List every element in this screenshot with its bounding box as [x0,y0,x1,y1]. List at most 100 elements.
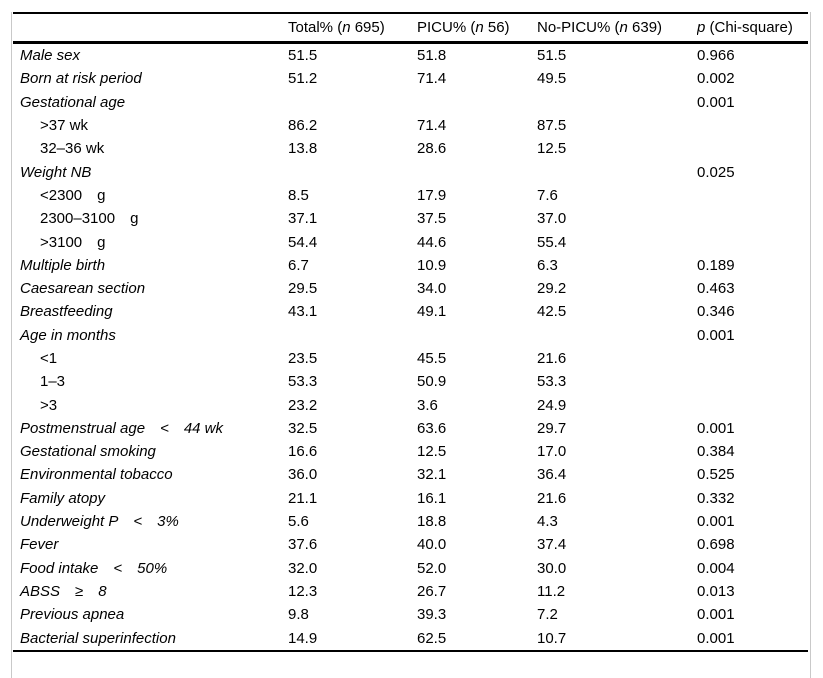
cell-picu: 71.4 [417,117,447,135]
cell-p [697,370,808,393]
cell-picu: 44.6 [417,233,447,251]
cell-total: 51.2 [288,70,318,88]
cell-total [288,160,417,183]
cell-nopicu [537,324,697,347]
table-row: Male sex 51.5 51.8 51.5 0.966 [13,43,808,68]
cell-p: 0.189 [697,256,735,274]
cell-picu: 49.1 [417,303,447,321]
column-header-total-n-italic: n [342,19,351,36]
row-label: Previous apnea [20,606,125,624]
table-row: Underweight P < 3% 5.6 18.8 4.3 0.001 [13,510,808,533]
cell-total: 54.4 [288,233,318,251]
column-header-nopicu-count: 639) [627,19,663,36]
row-label: 2300–3100 g [40,210,139,228]
cell-nopicu: 49.5 [537,70,567,88]
table-row: Food intake < 50% 32.0 52.0 30.0 0.004 [13,557,808,580]
cell-total: 14.9 [288,629,318,647]
cell-nopicu: 29.2 [537,280,567,298]
cell-p [697,114,808,137]
cell-picu: 17.9 [417,186,447,204]
cell-nopicu: 55.4 [537,233,567,251]
cell-p: 0.332 [697,489,735,507]
cell-p: 0.013 [697,582,735,600]
row-label: <1 [40,350,58,367]
row-label: 1–3 [40,373,66,391]
cell-total [288,324,417,347]
cell-picu: 37.5 [417,210,447,228]
row-label: Bacterial superinfection [20,629,176,647]
cell-picu [417,324,537,347]
row-label: Breastfeeding [20,303,113,321]
cell-picu: 16.1 [417,489,447,507]
cell-p: 0.004 [697,559,735,577]
paper-figure: Total% (n 695) PICU% (n 56) No-PICU% (n … [11,12,811,678]
cell-total: 32.0 [288,559,318,577]
table-body: Male sex 51.5 51.8 51.5 0.966 Born at risk pe… [13,43,808,651]
table-row: Caesarean section 29.5 34.0 29.2 0.463 [13,277,808,300]
cell-picu: 28.6 [417,140,447,158]
row-label: Family atopy [20,489,106,507]
table-row: Previous apnea 9.8 39.3 7.2 0.001 [13,603,808,626]
table-row: Bacterial superinfection 14.9 62.5 10.7 0.00… [13,626,808,650]
cell-nopicu: 37.0 [537,210,567,228]
column-header-picu-count: 56) [483,19,510,36]
cell-picu: 34.0 [417,280,447,298]
cell-total: 23.2 [288,396,318,414]
cell-picu: 63.6 [417,419,447,437]
cell-total: 32.5 [288,419,318,437]
cell-p [697,184,808,207]
column-header-nopicu-n-italic: n [619,19,628,36]
cell-p: 0.025 [697,163,735,181]
cell-total: 53.3 [288,373,318,391]
table-row: Age in months 0.001 [13,324,808,347]
row-label: Male sex [20,47,81,65]
cell-picu: 39.3 [417,606,447,624]
cell-nopicu: 7.2 [537,606,558,624]
cell-total: 36.0 [288,466,318,484]
cell-total: 43.1 [288,303,318,321]
cell-p: 0.001 [697,419,735,437]
cell-nopicu: 11.2 [537,582,566,600]
cell-picu [417,91,537,114]
table-row: Multiple birth 6.7 10.9 6.3 0.189 [13,254,808,277]
cell-nopicu: 6.3 [537,256,558,274]
cell-picu: 10.9 [417,256,447,274]
cell-nopicu: 37.4 [537,536,567,554]
cell-picu [417,160,537,183]
column-header-total-count: 695) [350,19,385,36]
cell-p: 0.001 [697,513,735,531]
cell-nopicu: 51.5 [537,47,567,65]
row-label: Underweight P < 3% [20,513,179,531]
cell-picu: 3.6 [417,396,438,414]
cell-p: 0.698 [697,536,735,554]
column-header-picu: PICU% (n 56) [417,13,537,44]
cell-picu: 32.1 [417,466,447,484]
cell-nopicu: 24.9 [537,396,567,414]
table-row: Fever 37.6 40.0 37.4 0.698 [13,533,808,556]
cell-p: 0.001 [697,606,735,624]
cell-total: 13.8 [288,140,318,158]
cell-nopicu: 53.3 [537,373,567,391]
cell-p [697,207,808,230]
header-row: Total% (n 695) PICU% (n 56) No-PICU% (n … [13,13,808,44]
row-label: >37 wk [40,117,88,135]
cell-nopicu [537,91,697,114]
cell-p: 0.525 [697,466,735,484]
column-header-total: Total% (n 695) [288,13,417,44]
column-header-picu-text: PICU% ( [417,19,476,36]
table-row: 1–3 53.3 50.9 53.3 [13,370,808,393]
row-label: ABSS ≥ 8 [20,582,107,600]
cell-p: 0.001 [697,326,735,344]
cell-nopicu: 17.0 [537,443,567,461]
cell-nopicu: 21.6 [537,489,567,507]
cell-p [697,393,808,416]
table-row: 2300–3100 g 37.1 37.5 37.0 [13,207,808,230]
table-row: 32–36 wk 13.8 28.6 12.5 [13,137,808,160]
cell-picu: 50.9 [417,373,447,391]
column-header-p-italic: p [697,19,706,36]
cell-nopicu [537,160,697,183]
table-row: <1 23.5 45.5 21.6 [13,347,808,370]
row-label: Caesarean section [20,280,146,298]
column-header-p-text: (Chi-square) [705,19,793,36]
cell-nopicu: 21.6 [537,350,567,367]
